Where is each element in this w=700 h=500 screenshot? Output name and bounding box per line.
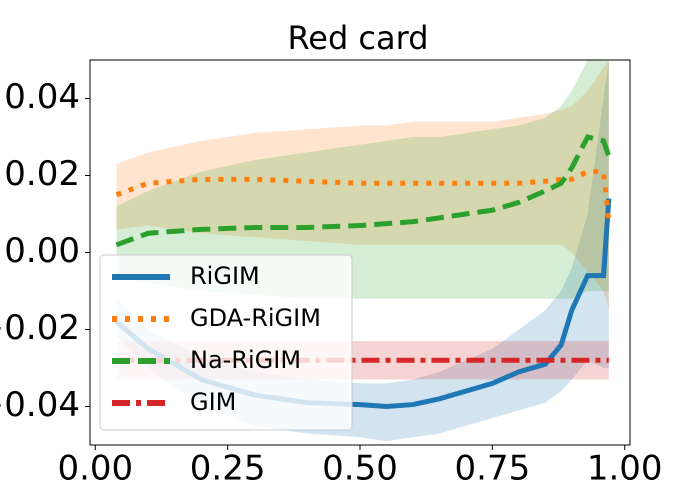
- x-tick-label: 0.25: [190, 449, 266, 489]
- legend-label: RiGIM: [190, 262, 260, 290]
- band: [116, 60, 609, 299]
- axes: 0.00 0.25 0.50 0.75 1.00 −0.04 −0.02 0.00 0.02 0.…: [0, 77, 663, 489]
- legend-label: GIM: [190, 388, 236, 416]
- series-line: [115, 134, 612, 248]
- y-tick-label: −0.02: [0, 308, 80, 348]
- y-tick-label: 0.00: [4, 231, 80, 271]
- x-tick-label: 1.00: [587, 449, 663, 489]
- legend-box: [99, 254, 353, 431]
- legend-label: GDA-RiGIM: [190, 304, 321, 332]
- y-tick-label: 0.02: [4, 154, 80, 194]
- chart-title: Red card: [287, 19, 428, 57]
- x-tick-label: 0.00: [57, 449, 133, 489]
- y-tick-label: 0.04: [4, 77, 80, 117]
- legend-label: Na-RiGIM: [190, 346, 301, 374]
- x-tick-label: 0.75: [455, 449, 531, 489]
- x-tick-label: 0.50: [322, 449, 398, 489]
- series-line: [115, 169, 612, 222]
- y-tick-label: −0.04: [0, 385, 80, 425]
- legend: RiGIM GDA-RiGIM Na-RiGIM GIM: [99, 254, 353, 431]
